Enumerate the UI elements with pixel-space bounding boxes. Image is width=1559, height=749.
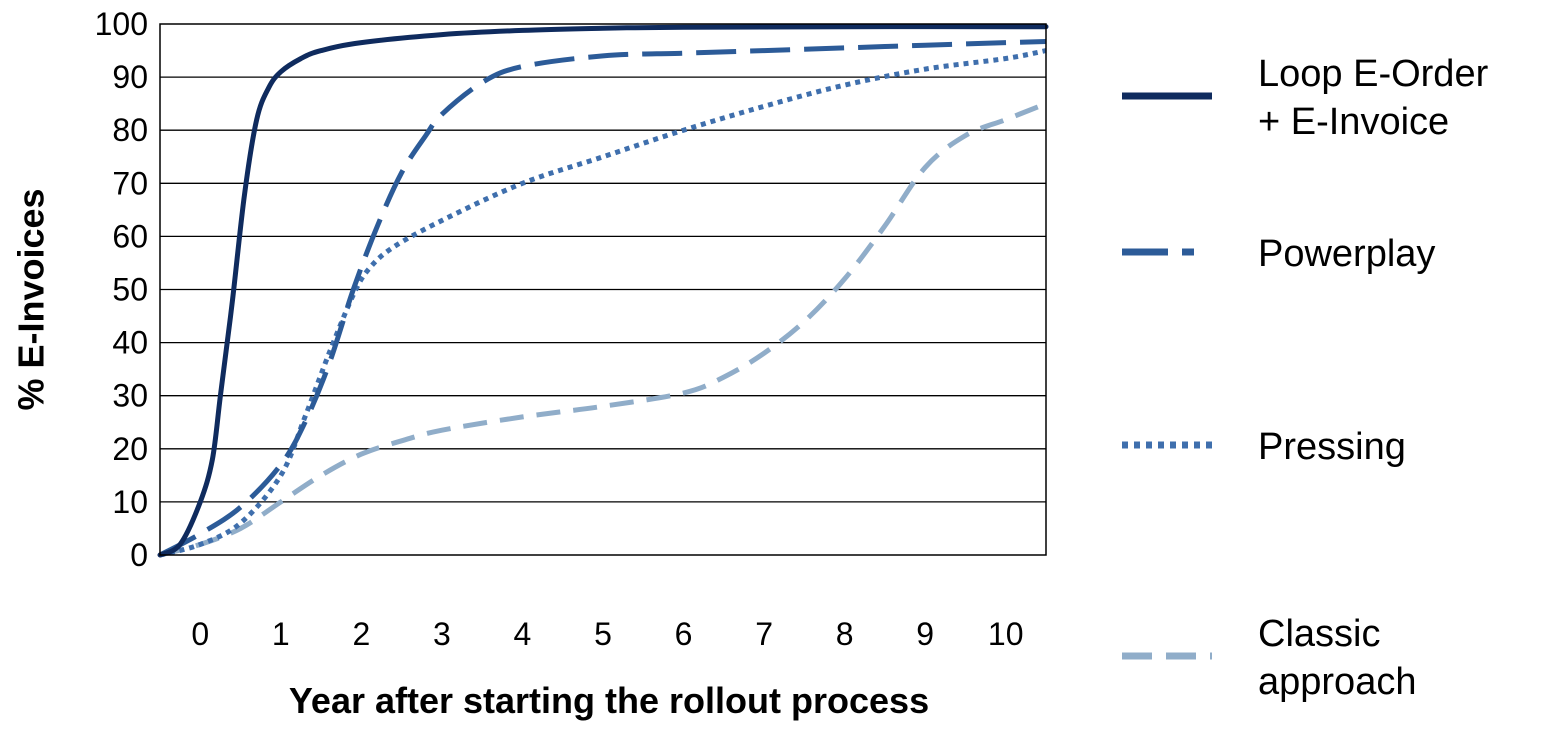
x-tick-label: 1 [272, 616, 290, 652]
x-tick-label: 4 [514, 616, 532, 652]
gridlines [160, 76, 1046, 503]
legend-label: Powerplay [1258, 233, 1435, 275]
x-tick-label: 2 [352, 616, 370, 652]
y-tick-label: 100 [95, 6, 148, 42]
legend-label: Pressing [1258, 426, 1406, 468]
legend-label: + E-Invoice [1258, 101, 1449, 143]
y-tick-label: 60 [112, 218, 148, 254]
series-line-classic-approach [159, 101, 1047, 558]
y-tick-label: 40 [112, 325, 148, 361]
legend: Loop E-Order + E-Invoice Powerplay Pressing… [1122, 53, 1489, 703]
y-tick-label: 30 [112, 378, 148, 414]
x-tick-label: 8 [836, 616, 854, 652]
legend-item: Loop E-Order + E-Invoice [1122, 53, 1489, 143]
legend-label: Loop E-Order [1258, 53, 1489, 95]
y-tick-label: 70 [112, 165, 148, 201]
x-tick-label: 10 [988, 616, 1024, 652]
y-tick-label: 20 [112, 431, 148, 467]
x-tick-label: 7 [755, 616, 773, 652]
x-tick-label: 0 [191, 616, 209, 652]
x-tick-label: 6 [675, 616, 693, 652]
y-axis-tick-labels: 0 10 20 30 40 50 60 70 80 90 100 [95, 6, 148, 573]
series-line-pressing [159, 48, 1047, 558]
x-tick-label: 9 [916, 616, 934, 652]
y-tick-label: 80 [112, 112, 148, 148]
legend-label: Classic [1258, 613, 1380, 655]
y-axis-title: % E-Invoices [11, 188, 52, 410]
x-tick-label: 5 [594, 616, 612, 652]
series-lines [157, 24, 1049, 558]
y-tick-label: 50 [112, 272, 148, 308]
legend-item: Powerplay [1122, 233, 1435, 275]
x-axis-title: Year after starting the rollout process [289, 680, 929, 721]
series-line-loop-e-order-e-invoice [157, 24, 1049, 558]
series-line-powerplay [158, 39, 1047, 558]
legend-item: Classic approach [1122, 613, 1416, 703]
legend-label: approach [1258, 661, 1416, 703]
y-tick-label: 10 [112, 484, 148, 520]
y-tick-label: 0 [130, 537, 148, 573]
y-tick-label: 90 [112, 59, 148, 95]
x-axis-tick-labels: 0 1 2 3 4 5 6 7 8 9 10 [191, 616, 1023, 652]
x-tick-label: 3 [433, 616, 451, 652]
legend-item: Pressing [1122, 426, 1406, 468]
plot-area-border [159, 23, 1047, 556]
